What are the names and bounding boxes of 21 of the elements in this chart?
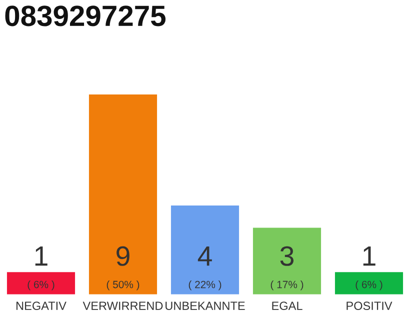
x-tick-label: EGAL [272,302,302,310]
bar [6,272,76,294]
x-tick-label: NEGATIV [16,302,66,310]
x-tick-label: VERWIRREND [82,302,163,310]
annotation: ( 6% ) [356,280,382,290]
annotation: ( 17% ) [270,280,304,290]
bar [252,228,322,294]
data-label: 9 [116,246,130,266]
annotation: ( 22% ) [188,280,222,290]
chart-title: 0839297275 [5,6,166,26]
bar [334,272,404,294]
data-label: 1 [35,246,48,266]
data-label: 1 [363,246,376,266]
data-label: 4 [198,246,212,266]
annotation: ( 50% ) [106,280,140,290]
bar [88,94,158,294]
x-tick-label: UNBEKANNTE [166,302,245,310]
annotation: ( 6% ) [28,280,54,290]
bar [170,206,240,294]
data-label: 3 [280,246,294,266]
x-tick-label: POSITIV [346,302,392,310]
